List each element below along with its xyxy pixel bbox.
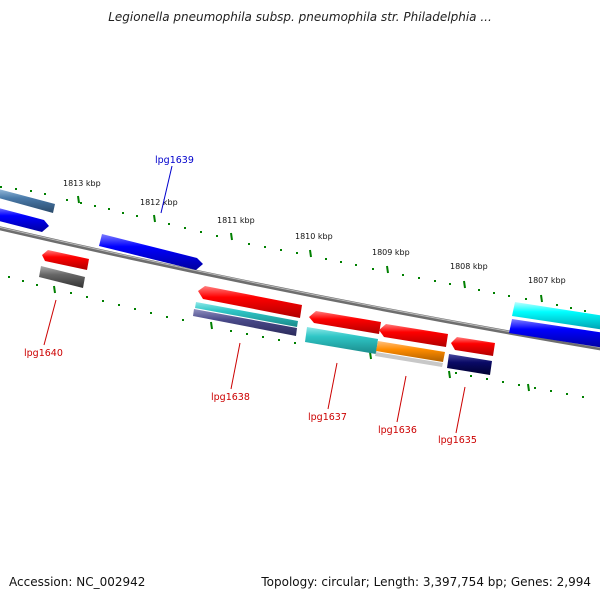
gene-cyan-right[interactable] [512,302,600,330]
gene-label-lpg1636[interactable]: lpg1636 [378,425,417,436]
gene-label-lpg1639[interactable]: lpg1639 [155,155,194,166]
gene-lpg1638-slate[interactable] [193,309,297,336]
lpg1639-connector [160,165,173,214]
gene-lpg1635[interactable] [447,354,492,375]
gene-blue-right[interactable] [509,319,600,348]
gene-steel-left[interactable] [0,188,55,213]
lpg1636-connector [396,375,407,423]
gene-lpg1636-red[interactable] [379,324,448,347]
gene-lpg1640[interactable] [39,266,85,288]
gene-label-lpg1640[interactable]: lpg1640 [24,348,63,359]
scale-label-1811: 1811 kbp [217,216,255,225]
gene-lpg1637[interactable] [305,327,378,354]
scale-label-1808: 1808 kbp [450,262,488,271]
gene-lpg1639[interactable] [99,234,203,270]
gene-label-lpg1638[interactable]: lpg1638 [211,392,250,403]
gene-lpg1638-teal[interactable] [195,302,298,327]
lower-scale-ring [8,276,584,398]
gene-blue-left[interactable] [0,207,49,232]
lower-major-ticks [53,285,530,392]
gene-lpg1636-gray[interactable] [375,352,443,367]
lpg1638-connector [230,342,241,390]
upper-major-ticks [77,195,543,303]
scale-label-1809: 1809 kbp [372,248,410,257]
gene-lpg1637-red[interactable] [309,311,381,334]
gene-lpg1635-red[interactable] [451,337,495,356]
gene-red-lpg1640-upper[interactable] [42,250,89,270]
scale-label-1813: 1813 kbp [63,179,101,188]
lpg1640-connector [43,299,57,346]
lpg1635-connector [455,386,466,434]
accession-label: Accession: NC_002942 [9,575,146,589]
gene-label-lpg1635[interactable]: lpg1635 [438,435,477,446]
gene-lpg1638[interactable] [198,286,302,318]
genome-stats: Topology: circular; Length: 3,397,754 bp… [261,575,591,589]
scale-label-1812: 1812 kbp [140,198,178,207]
scale-label-1807: 1807 kbp [528,276,566,285]
gene-lpg1636[interactable] [376,341,445,362]
lpg1637-connector [327,362,338,410]
gene-label-lpg1637[interactable]: lpg1637 [308,412,347,423]
scale-label-1810: 1810 kbp [295,232,333,241]
map-title: Legionella pneumophila subsp. pneumophil… [108,10,492,24]
upper-scale-ring [0,186,586,312]
